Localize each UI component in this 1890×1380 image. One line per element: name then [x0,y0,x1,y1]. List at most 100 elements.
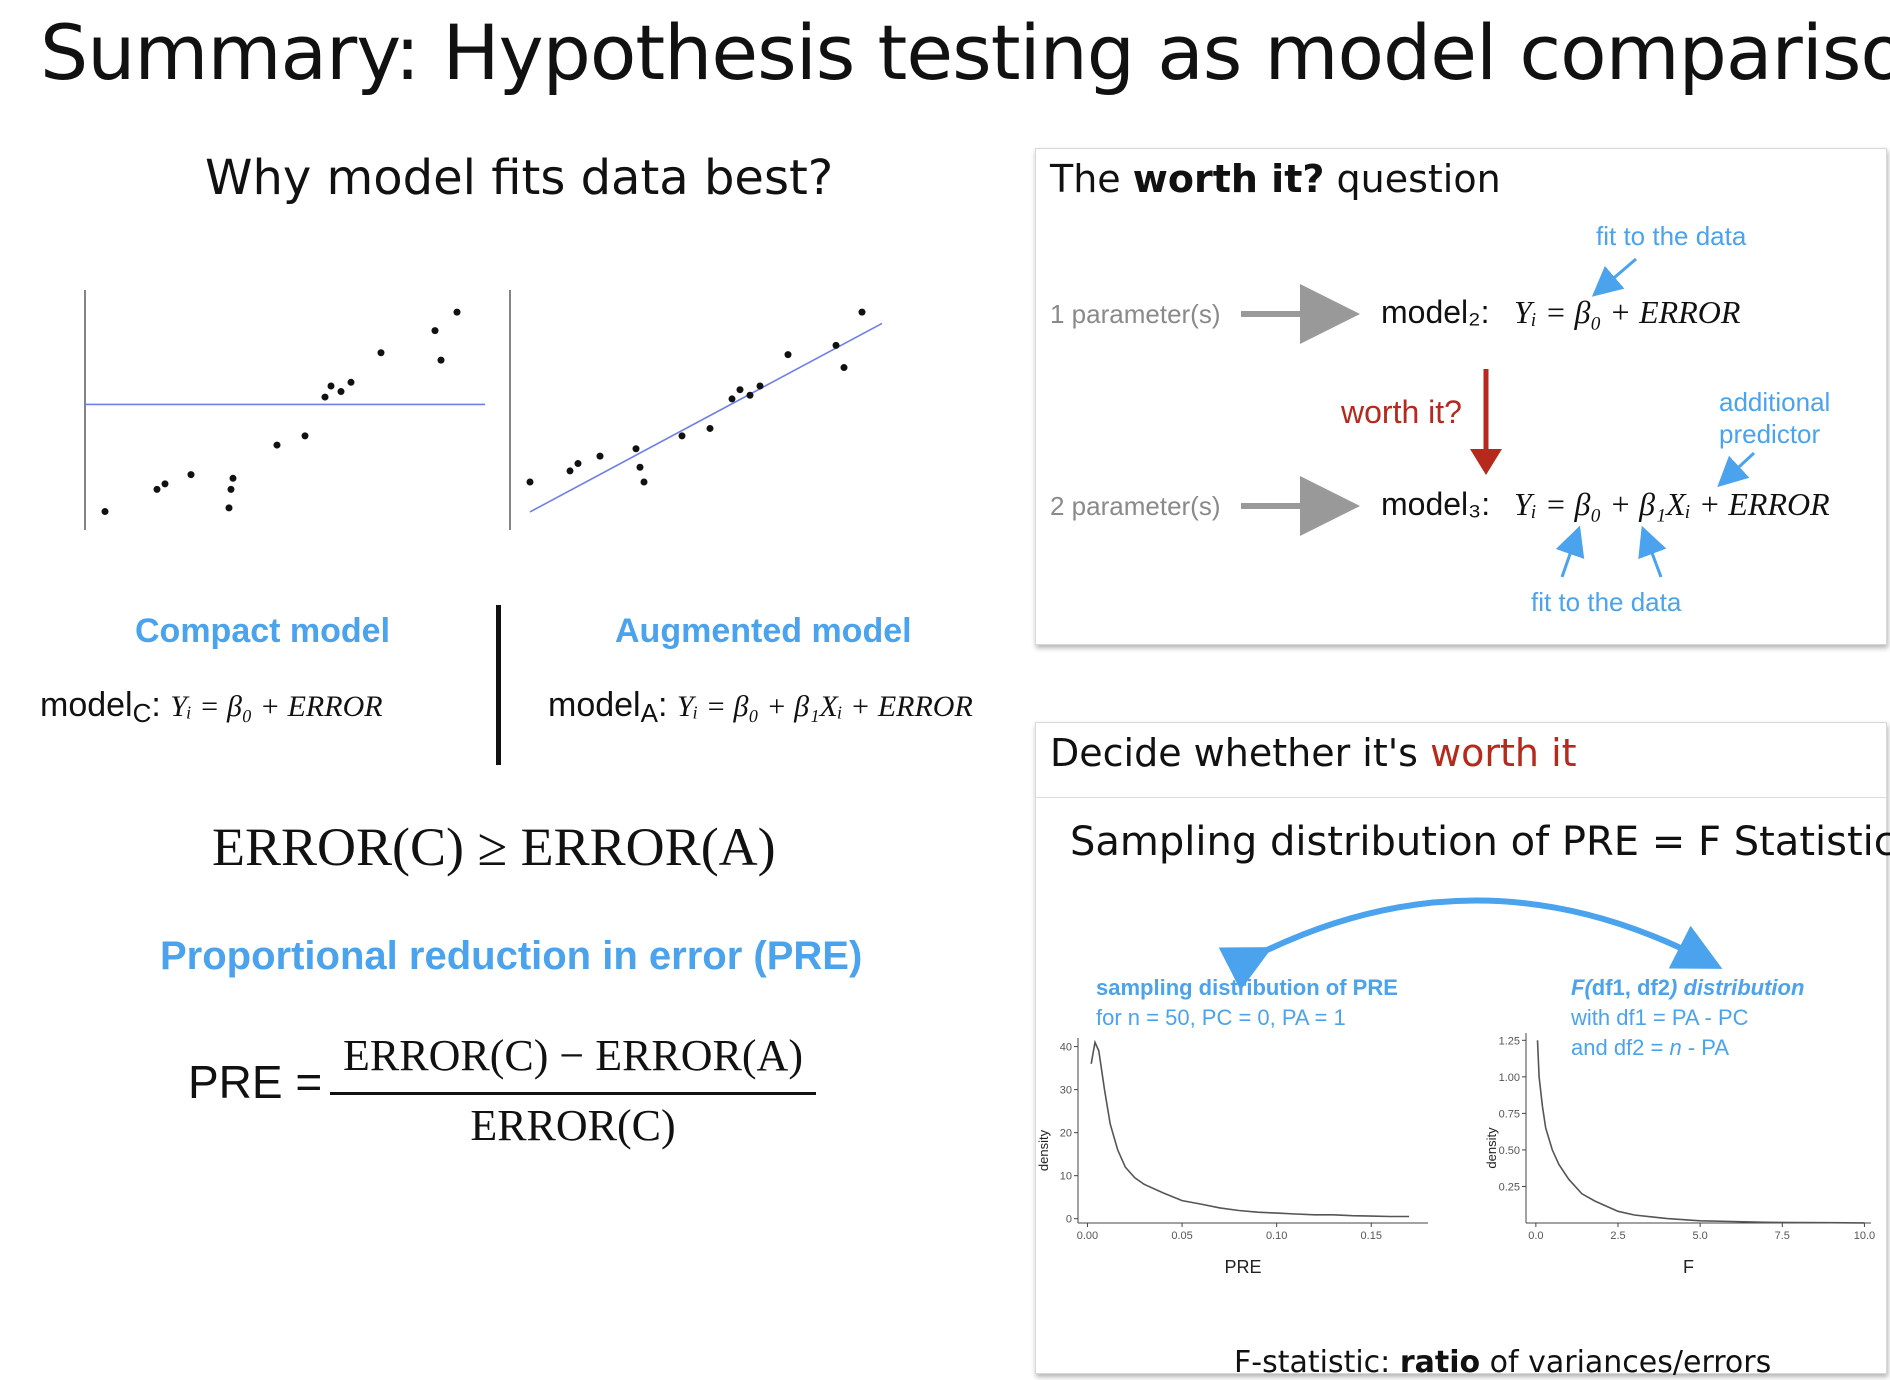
x-tick-label: 0.05 [1171,1230,1192,1242]
predictor-label: predictor [1719,419,1821,449]
x-axis-label: F [1683,1257,1694,1277]
x-tick-label: 0.00 [1077,1230,1098,1242]
density-curve [1536,1040,1865,1224]
pre-lhs: PRE = [188,1056,323,1108]
decide-title: Decide whether it's worth it [1050,731,1577,775]
data-point [227,485,235,493]
data-point [784,351,792,359]
data-point [327,382,335,390]
additional-label: additional [1719,387,1831,417]
fit-arrow-bottom-2 [1638,525,1667,578]
x-tick-label: 5.0 [1692,1230,1707,1242]
x-tick-label: 7.5 [1775,1230,1790,1242]
data-point [321,393,329,401]
pre-density-plot: 0.00 0.05 0.10 0.15 0 10 20 30 40 PRE density [1036,1038,1428,1277]
f-statistic-footer: F-statistic: ratio of variances/errors [1234,1345,1772,1380]
y-tick-label: 20 [1060,1128,1072,1140]
worth-it-title: The worth it? question [1050,157,1501,201]
decide-subtitle: Sampling distribution of PRE = F Statist… [1070,819,1890,865]
pre-denominator: ERROR(C) [470,1101,676,1150]
data-point [574,460,582,468]
f-density-plot: 0.0 2.5 5.0 7.5 10.0 0.25 0.50 0.75 1.00 1.25 Fden… [1484,1033,1875,1277]
model2-equation: Yᵢ = β₀ + ERROR [1514,294,1741,330]
param2-label: 2 parameter(s) [1050,491,1221,521]
augmented-model-label: Augmented model [615,612,912,650]
data-point [153,485,161,493]
data-point [225,504,233,512]
error-inequality: ERROR(C) ≥ ERROR(A) [212,817,776,877]
data-point [756,382,764,390]
data-point [728,395,736,403]
data-point [273,441,281,449]
scatter-plots [84,290,883,530]
x-axis-label: PRE [1224,1257,1261,1277]
data-point [101,508,109,516]
fit-label-bottom: fit to the data [1531,587,1682,617]
y-axis-label: density [1036,1129,1051,1171]
data-point [832,341,840,349]
y-tick-label: 10 [1060,1171,1072,1183]
f-dist-df2: and df2 = n - PA [1571,1035,1729,1060]
compact-model-equation: modelC: Yᵢ = β₀ + ERROR [40,686,383,728]
slide-title: Summary: Hypothesis testing as model com… [40,8,1890,97]
param1-label: 1 parameter(s) [1050,299,1221,329]
data-point [632,445,640,453]
y-tick-label: 0 [1066,1214,1072,1226]
y-tick-label: 30 [1060,1085,1072,1097]
x-tick-label: 0.10 [1266,1230,1287,1242]
worth-it-panel: The worth it? question fit to the data 1… [1035,148,1887,645]
divider [496,605,501,765]
data-point [736,386,744,394]
compact-model-label: Compact model [135,612,391,650]
data-point [858,308,866,316]
model3-equation: Yᵢ = β₀ + β₁Xᵢ + ERROR [1514,486,1830,522]
y-tick-label: 1.25 [1499,1035,1520,1047]
question-heading: Why model fits data best? [205,150,834,206]
augmented-scatter-plot [509,290,883,530]
data-point [347,378,355,386]
augmented-model-equation: modelA: Yᵢ = β₀ + β₁Xᵢ + ERROR [548,686,973,728]
data-point [840,364,848,372]
y-tick-label: 0.25 [1499,1181,1520,1193]
compact-scatter-plot [84,290,485,530]
worth-it-arrow-head [1470,449,1502,475]
data-point [337,388,345,396]
data-point [377,349,385,357]
x-tick-label: 0.0 [1528,1230,1543,1242]
fit-label-top: fit to the data [1596,221,1747,251]
data-point [453,308,461,316]
pre-label: Proportional reduction in error (PRE) [160,934,863,978]
data-point [636,463,644,471]
additional-arrow [1717,451,1756,488]
model3-label: model₃: [1381,486,1491,522]
data-point [431,327,439,335]
worth-it-question: worth it? [1341,394,1462,430]
fit-arrow-top [1591,257,1637,297]
data-point [746,391,754,399]
data-point [301,432,309,440]
x-tick-label: 0.15 [1361,1230,1382,1242]
data-point [187,471,195,479]
y-axis-label: density [1484,1127,1499,1169]
worth-it-arrows [1241,257,1756,578]
comparison-arrow [1218,897,1723,991]
data-point [526,478,534,486]
fit-line [529,322,883,513]
y-tick-label: 1.00 [1499,1072,1520,1084]
data-point [229,474,237,482]
data-point [161,480,169,488]
x-tick-label: 2.5 [1610,1230,1625,1242]
data-point [566,467,574,475]
density-curve [1090,1039,1410,1218]
data-point [640,478,648,486]
y-tick-label: 0.75 [1499,1108,1520,1120]
f-dist-df1: with df1 = PA - PC [1571,1005,1749,1030]
y-tick-label: 40 [1060,1042,1072,1054]
pre-numerator: ERROR(C) − ERROR(A) [343,1031,803,1080]
pre-dist-params: for n = 50, PC = 0, PA = 1 [1096,1005,1346,1030]
data-point [596,452,604,460]
data-point [437,356,445,364]
data-point [678,432,686,440]
model2-label: model₂: [1381,294,1490,330]
fraction-bar [330,1092,816,1095]
